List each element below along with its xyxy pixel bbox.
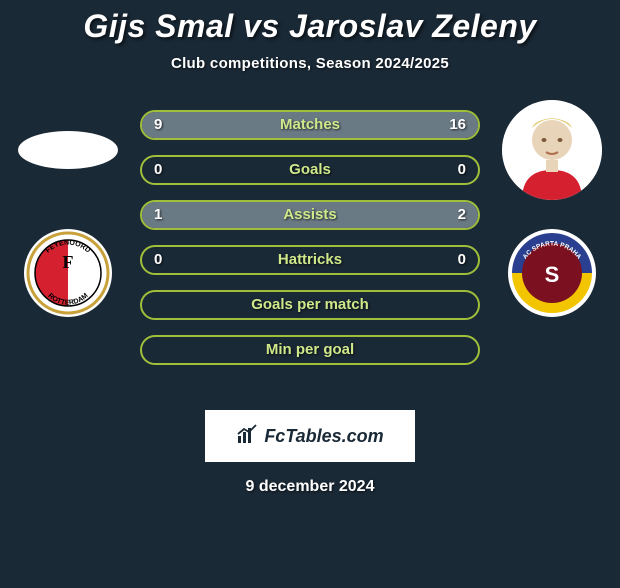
club-right-badge: S AC SPARTA PRAHA FOTBAL [507, 228, 597, 318]
comparison-content: F FEYENOORD ROTTERDAM [0, 100, 620, 400]
bar-fill-right [263, 112, 478, 138]
bar-value-left: 9 [154, 112, 162, 138]
page-subtitle: Club competitions, Season 2024/2025 [0, 55, 620, 72]
brand-logo-icon [236, 423, 258, 450]
feyenoord-badge-icon: F FEYENOORD ROTTERDAM [23, 228, 113, 318]
stat-bar-hattricks: 0 Hattricks 0 [140, 245, 480, 275]
bar-value-right: 2 [458, 202, 466, 228]
stat-bar-assists: 1 Assists 2 [140, 200, 480, 230]
stat-bar-min-per-goal: Min per goal [140, 335, 480, 365]
club-left-badge: F FEYENOORD ROTTERDAM [23, 228, 113, 318]
bar-label: Goals per match [142, 292, 478, 318]
player-left-photo [18, 100, 118, 200]
stat-bar-goals: 0 Goals 0 [140, 155, 480, 185]
stat-bar-matches: 9 Matches 16 [140, 110, 480, 140]
bar-label: Min per goal [142, 337, 478, 363]
bar-value-left: 0 [154, 247, 162, 273]
brand-text: FcTables.com [264, 426, 383, 447]
player-left-oval [18, 131, 118, 169]
player-right-avatar-icon [502, 100, 602, 200]
left-column: F FEYENOORD ROTTERDAM [8, 100, 128, 318]
bar-label: Goals [142, 157, 478, 183]
bar-value-right: 0 [458, 247, 466, 273]
bar-fill-right [253, 202, 478, 228]
bar-value-right: 0 [458, 157, 466, 183]
bar-label: Hattricks [142, 247, 478, 273]
stat-bar-goals-per-match: Goals per match [140, 290, 480, 320]
svg-text:S: S [545, 262, 560, 287]
sparta-badge-icon: S AC SPARTA PRAHA FOTBAL [507, 228, 597, 318]
date-text: 9 december 2024 [0, 478, 620, 496]
player-right-photo [502, 100, 602, 200]
bar-value-left: 0 [154, 157, 162, 183]
right-column: S AC SPARTA PRAHA FOTBAL [492, 100, 612, 318]
stat-bars: 9 Matches 16 0 Goals 0 1 Assists 2 0 Hat… [140, 110, 480, 365]
bar-value-right: 16 [449, 112, 466, 138]
brand-footer: FcTables.com [205, 410, 415, 462]
page-title: Gijs Smal vs Jaroslav Zeleny [0, 8, 620, 45]
svg-text:F: F [63, 252, 74, 272]
bar-value-left: 1 [154, 202, 162, 228]
